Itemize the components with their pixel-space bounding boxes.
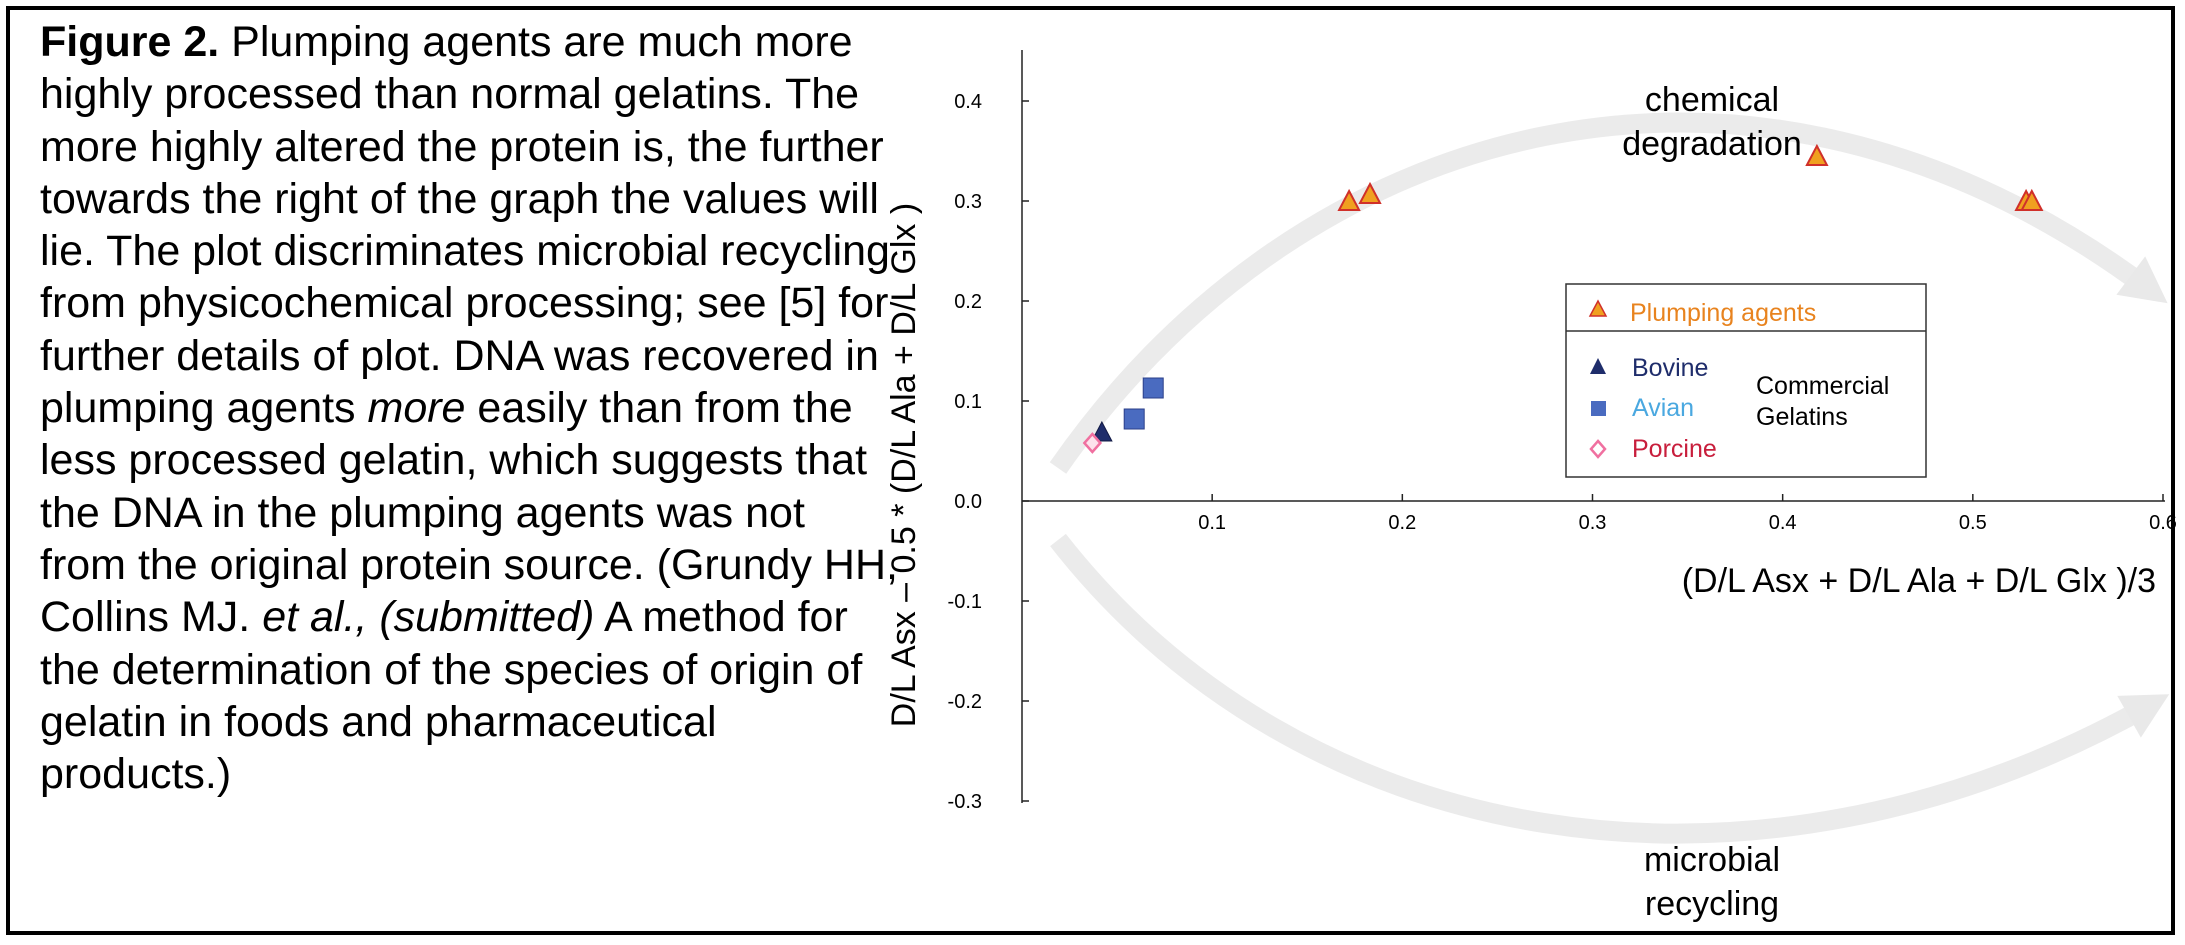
plumping-agents-point (1805, 143, 1829, 166)
data-points (1082, 143, 2044, 454)
legend-marker-plumping (1588, 299, 1608, 317)
annotation-chemical: chemical (1645, 81, 1779, 119)
y-tick-label: 0.3 (954, 191, 982, 213)
x-tick-label: 0.1 (1198, 512, 1226, 534)
y-tick-label: 0.4 (954, 91, 982, 113)
x-tick-label: 0.2 (1388, 512, 1416, 534)
figure-caption: Figure 2. Plumping agents are much more … (40, 16, 900, 800)
legend-marker-porcine (1589, 439, 1607, 459)
chemical-degradation-arrow (1049, 112, 2168, 474)
legend-box (1565, 283, 1927, 478)
legend-marker-bovine (1590, 358, 1606, 374)
caption-emphasis-1: more (367, 384, 466, 433)
plumping-agents-point (1337, 188, 1361, 211)
bovine-point (1091, 420, 1113, 442)
caption-text-3: A method for the determination of the sp… (40, 593, 863, 799)
microbial-recycling-arrow (1050, 533, 2170, 844)
annotation-microbial: microbial (1644, 841, 1780, 879)
y-tick-label: 0.0 (954, 491, 982, 513)
figure-label: Figure 2. (40, 18, 220, 66)
legend-label-bovine: Bovine (1632, 354, 1708, 382)
legend-label-avian: Avian (1632, 394, 1694, 422)
x-axis-title: (D/L Asx + D/L Ala + D/L Glx )/3 (1682, 562, 2156, 600)
x-tick-label: 0.4 (1769, 512, 1797, 534)
caption-paragraph: Figure 2. Plumping agents are much more … (40, 16, 900, 800)
x-tick-label: 0.3 (1579, 512, 1607, 534)
plumping-agents-point (1358, 181, 1382, 204)
y-tick-label: -0.3 (948, 791, 982, 813)
porcine-point (1082, 432, 1103, 454)
y-axis-title: D/L Asx – 0.5 * (D/L Ala + D/L Glx ) (885, 203, 923, 727)
caption-text-2: easily than from the less processed gela… (40, 384, 898, 642)
annotation-degradation: degradation (1622, 125, 1802, 163)
annotation-recycling: recycling (1645, 885, 1779, 923)
x-axis-ticks: 0.1 0.2 0.3 0.4 0.5 0.6 (1198, 494, 2177, 534)
avian-point (1123, 408, 1145, 430)
legend-label-plumping: Plumping agents (1630, 299, 1816, 327)
y-tick-label: 0.2 (954, 291, 982, 313)
y-axis-ticks: 0.4 0.3 0.2 0.1 0.0 -0.1 -0.2 -0.3 (948, 91, 1029, 813)
legend-marker-avian (1591, 401, 1606, 416)
x-tick-label: 0.5 (1959, 512, 1987, 534)
y-tick-label: -0.1 (948, 591, 982, 613)
legend-group-label-gelatins: Gelatins (1756, 403, 1848, 431)
plumping-agents-point (2020, 188, 2044, 211)
y-tick-label: -0.2 (948, 691, 982, 713)
avian-point (1142, 377, 1164, 399)
caption-emphasis-2: et al., (submitted) (262, 593, 595, 642)
legend-label-porcine: Porcine (1632, 435, 1717, 463)
legend-group-label-commercial: Commercial (1756, 372, 1889, 400)
caption-text-1: Plumping agents are much more highly pro… (40, 18, 890, 433)
legend: Plumping agents Bovine Avian Porcine Com… (1565, 283, 1927, 478)
x-tick-label: 0.6 (2149, 512, 2177, 534)
y-tick-label: 0.1 (954, 391, 982, 413)
